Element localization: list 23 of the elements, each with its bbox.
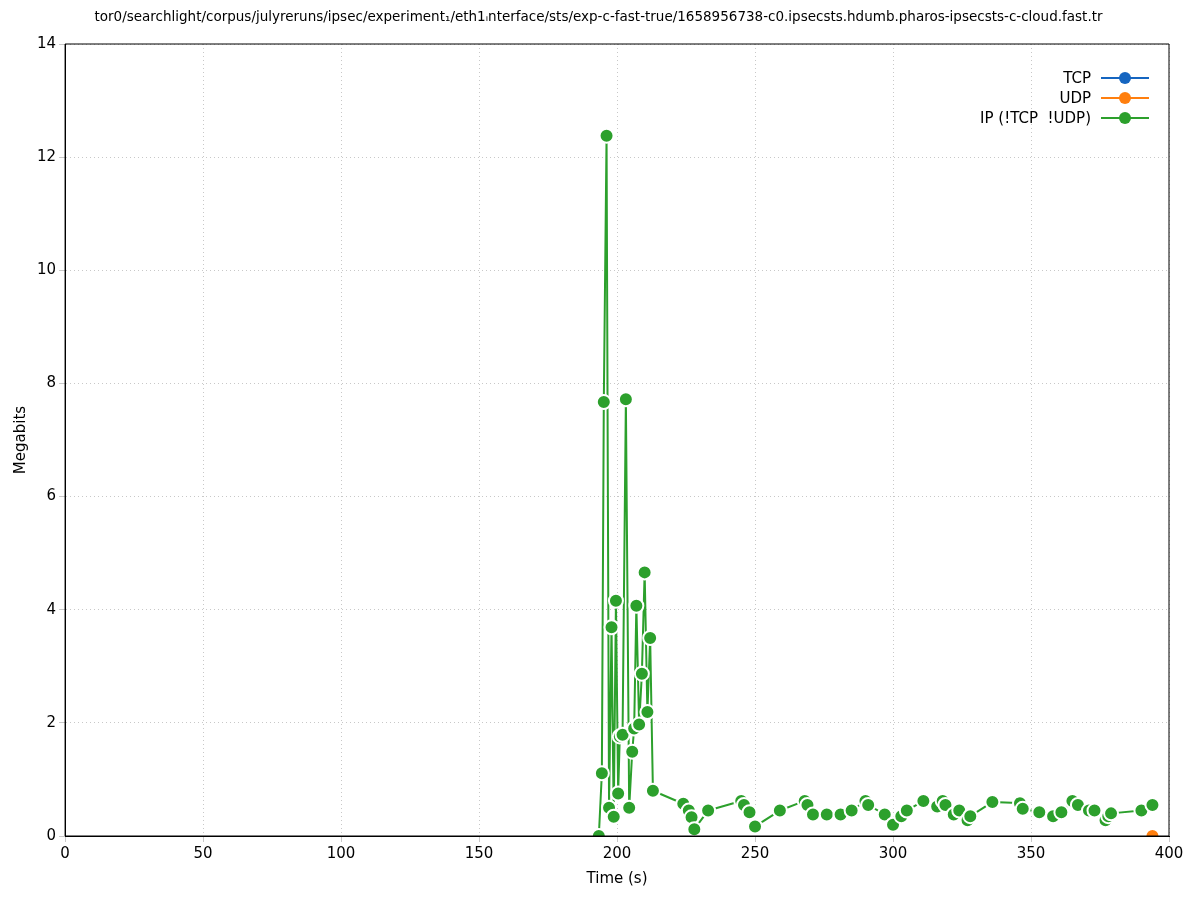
legend-label: UDP <box>1059 89 1091 107</box>
x-tick-label: 300 <box>878 843 908 862</box>
x-tick-label: 0 <box>60 843 70 862</box>
x-tick-label: 400 <box>1154 843 1184 862</box>
y-tick-label: 10 <box>36 260 57 279</box>
y-axis-title: Megabits <box>10 405 29 475</box>
y-tick-label: 0 <box>46 825 57 844</box>
x-tick-label: 100 <box>326 843 356 862</box>
y-tick-label: 4 <box>46 599 57 618</box>
y-tick-label: 6 <box>46 486 57 505</box>
legend-label: IP (!TCP !UDP) <box>980 109 1091 127</box>
x-tick-label: 200 <box>602 843 632 862</box>
y-tick-label: 2 <box>46 712 57 731</box>
x-tick-label: 350 <box>1016 843 1046 862</box>
legend-label: TCP <box>1063 69 1091 87</box>
y-tick-label: 8 <box>46 373 57 392</box>
y-tick-label: 12 <box>36 147 57 166</box>
x-tick-label: 250 <box>740 843 770 862</box>
y-tick-label: 14 <box>36 33 57 52</box>
chart-title: tor0/searchlight/corpus/julyreruns/ipsec/experiment₁/eth1ᵢnterface/sts/exp-c-fast-true/1658956738-c0.ipsecsts.hdumb.pharos-ipsecsts-c-cloud.fast.tr <box>93 8 1104 26</box>
x-axis-title: Time (s) <box>585 868 648 887</box>
x-tick-label: 150 <box>464 843 494 862</box>
x-tick-label: 50 <box>193 843 213 862</box>
